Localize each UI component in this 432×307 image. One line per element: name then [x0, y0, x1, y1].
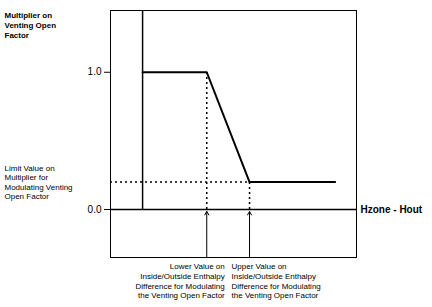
svg-text:Hzone - Hout: Hzone - Hout — [361, 204, 423, 215]
svg-text:1.0: 1.0 — [88, 66, 102, 77]
svg-text:Multiplier onVenting OpenFacto: Multiplier onVenting OpenFactor — [5, 11, 57, 40]
svg-text:Limit Value onMultiplier forMo: Limit Value onMultiplier forModulating V… — [5, 164, 73, 202]
svg-text:0.0: 0.0 — [88, 204, 102, 215]
svg-text:Upper Value onInside/Outside E: Upper Value onInside/Outside EnthalpyDif… — [232, 262, 321, 300]
svg-text:Lower Value onInside/Outside E: Lower Value onInside/Outside EnthalpyDif… — [136, 262, 226, 300]
